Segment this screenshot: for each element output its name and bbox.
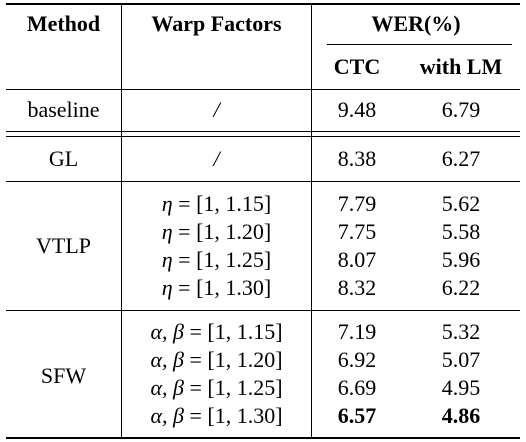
vtlp-warp-4: η = [1, 1.30] [161, 275, 272, 300]
vtlp-ctc-2: 7.75 [337, 219, 377, 244]
sfw-ctc-3: 6.69 [337, 375, 377, 400]
sfw-lm-4: 4.86 [441, 403, 481, 428]
column-divider-1 [121, 4, 122, 438]
baseline-warp: / [213, 97, 220, 122]
vtlp-warp-2: η = [1, 1.20] [161, 219, 272, 244]
sfw-lm-2: 5.07 [441, 347, 481, 372]
column-divider-2 [311, 4, 312, 438]
vtlp-warp-3: η = [1, 1.25] [161, 247, 272, 272]
vtlp-lm-1: 5.62 [441, 191, 481, 216]
vtlp-lm-2: 5.58 [441, 219, 481, 244]
baseline-lm: 6.79 [441, 97, 481, 122]
sfw-method: SFW [40, 363, 87, 388]
gl-ctc: 8.38 [337, 146, 377, 171]
header-method: Method [26, 11, 101, 36]
double-rule-bottom [6, 136, 520, 137]
sfw-ctc-1: 7.19 [337, 319, 377, 344]
top-rule [6, 3, 520, 5]
gl-warp: / [213, 146, 220, 171]
sfw-ctc-2: 6.92 [337, 347, 377, 372]
vtlp-lm-4: 6.22 [441, 275, 481, 300]
header-ctc: CTC [333, 54, 381, 79]
vtlp-ctc-4: 8.32 [337, 275, 377, 300]
bottom-rule [6, 437, 520, 439]
gl-method: GL [48, 146, 79, 171]
vtlp-lm-3: 5.96 [441, 247, 481, 272]
wer-underline [327, 44, 512, 45]
vtlp-ctc-1: 7.79 [337, 191, 377, 216]
header-with-lm: with LM [419, 54, 503, 79]
vtlp-method: VTLP [36, 233, 91, 258]
header-wer: WER(%) [371, 11, 461, 36]
sfw-warp-2: α, β = [1, 1.20] [150, 347, 283, 372]
vtlp-rule [6, 310, 520, 311]
gl-rule [6, 181, 520, 182]
sfw-warp-3: α, β = [1, 1.25] [150, 375, 283, 400]
vtlp-ctc-3: 8.07 [337, 247, 377, 272]
header-rule [6, 89, 520, 90]
baseline-method: baseline [27, 97, 100, 122]
sfw-warp-4: α, β = [1, 1.30] [150, 403, 283, 428]
sfw-lm-3: 4.95 [441, 375, 481, 400]
sfw-warp-1: α, β = [1, 1.15] [150, 319, 283, 344]
double-rule-top [6, 131, 520, 132]
vtlp-warp-1: η = [1, 1.15] [161, 191, 272, 216]
sfw-lm-1: 5.32 [441, 319, 481, 344]
baseline-ctc: 9.48 [337, 97, 377, 122]
gl-lm: 6.27 [441, 146, 481, 171]
header-warp-factors: Warp Factors [151, 11, 282, 36]
sfw-ctc-4: 6.57 [337, 403, 377, 428]
